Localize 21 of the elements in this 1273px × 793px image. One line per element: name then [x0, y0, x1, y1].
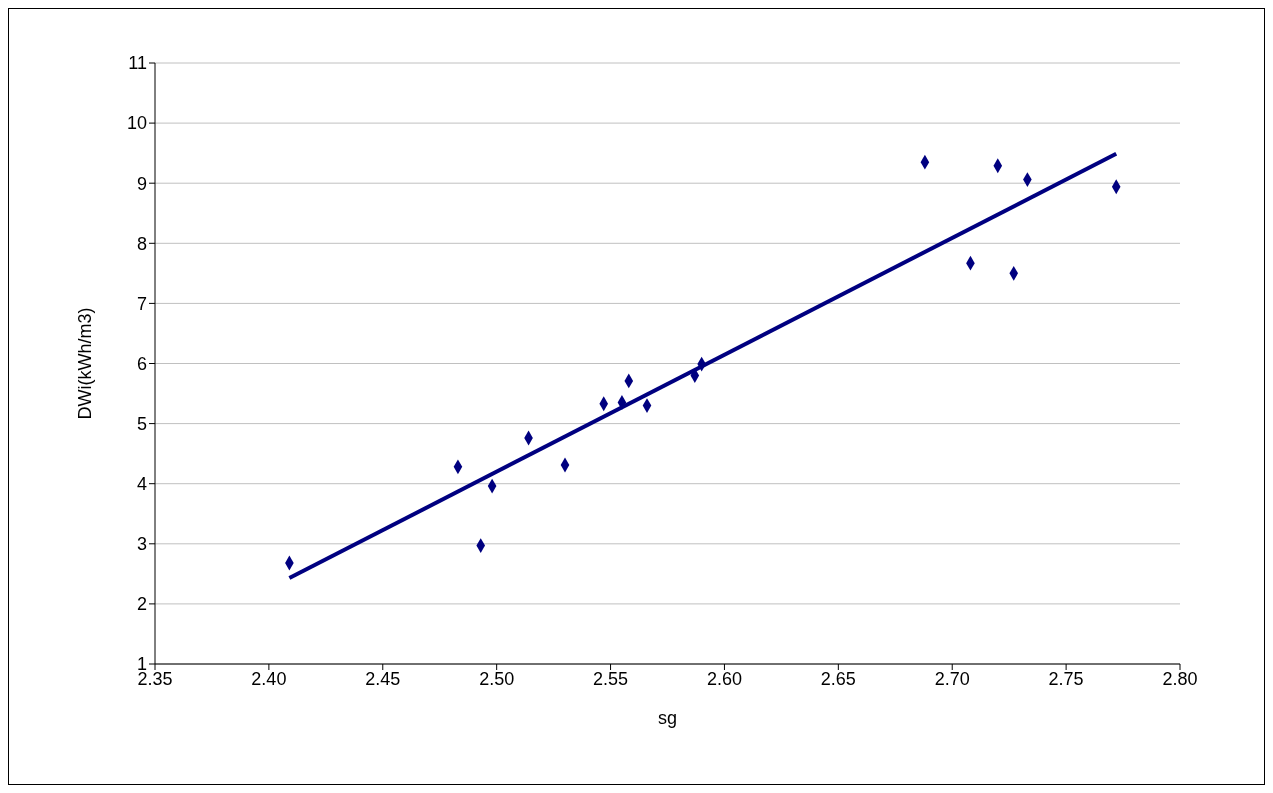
x-axis-title: sg	[657, 708, 678, 728]
x-tick-label: 2.75	[1048, 668, 1084, 689]
x-tick-label: 2.60	[706, 668, 742, 689]
x-tick-label: 2.40	[251, 668, 287, 689]
y-tick-label: 8	[136, 233, 147, 254]
x-tick-label: 2.70	[934, 668, 970, 689]
x-tick-label: 2.45	[365, 668, 401, 689]
y-tick-label: 3	[136, 534, 147, 555]
y-tick-label: 4	[136, 474, 147, 495]
y-tick-label: 6	[136, 353, 147, 374]
x-tick-label: 2.55	[593, 668, 629, 689]
y-tick-label: 10	[126, 113, 147, 134]
x-tick-label: 2.80	[1162, 668, 1198, 689]
x-tick-label: 2.50	[479, 668, 515, 689]
y-tick-label: 11	[128, 53, 147, 74]
y-tick-label: 5	[136, 413, 147, 434]
x-tick-label: 2.65	[820, 668, 856, 689]
y-tick-label: 2	[136, 594, 147, 615]
y-axis-title: DWi(kWh/m3)	[75, 307, 96, 420]
y-tick-label: 7	[136, 293, 147, 314]
y-tick-label: 9	[136, 173, 147, 194]
